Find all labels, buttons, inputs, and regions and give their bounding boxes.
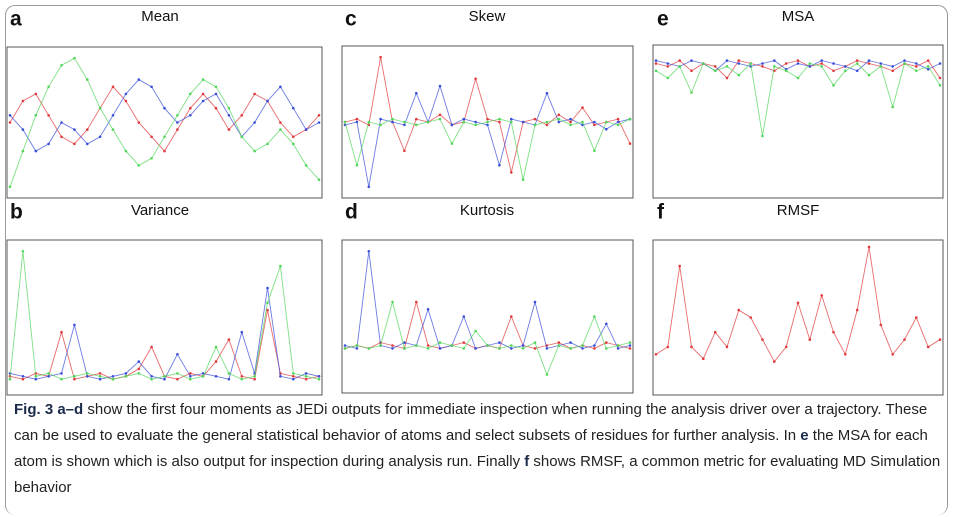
panel-title: Skew (469, 8, 506, 25)
panel-title: Variance (131, 202, 189, 219)
panel-label: d (345, 201, 358, 224)
panel-box (6, 46, 323, 199)
data-line (343, 117, 632, 181)
panel-box (341, 239, 634, 394)
panel-label: e (657, 8, 669, 31)
panel-box (652, 239, 944, 396)
panel-title: Mean (141, 8, 179, 25)
panel-label: c (345, 8, 357, 31)
panel-box (6, 239, 323, 396)
data-line (343, 300, 632, 376)
data-line (654, 245, 942, 363)
data-line (654, 62, 942, 138)
caption-run: f (524, 453, 530, 470)
panel-title: MSA (782, 8, 815, 25)
data-line (8, 250, 321, 381)
panel-title: RMSF (777, 202, 820, 219)
panel-label: b (10, 201, 23, 224)
caption: Fig. 3 a–d show the first four moments a… (14, 397, 952, 501)
figure-frame (5, 5, 948, 515)
panel-label: a (10, 8, 22, 31)
data-line (8, 56, 321, 189)
caption-run: shows RMSF, a common metric for evaluati… (14, 453, 941, 496)
caption-run: the MSA for each atom is shown which is … (14, 427, 928, 470)
caption-run: Fig. 3 a–d (14, 401, 84, 418)
caption-run: show the first four moments as JEDi outp… (14, 401, 928, 444)
panel-label: f (657, 201, 665, 224)
panel-title: Kurtosis (460, 202, 514, 219)
figure: a Mean c Skew e MSA b Variance d Kurtosis f RMSF (6, 8, 944, 396)
caption-run: e (800, 427, 809, 444)
